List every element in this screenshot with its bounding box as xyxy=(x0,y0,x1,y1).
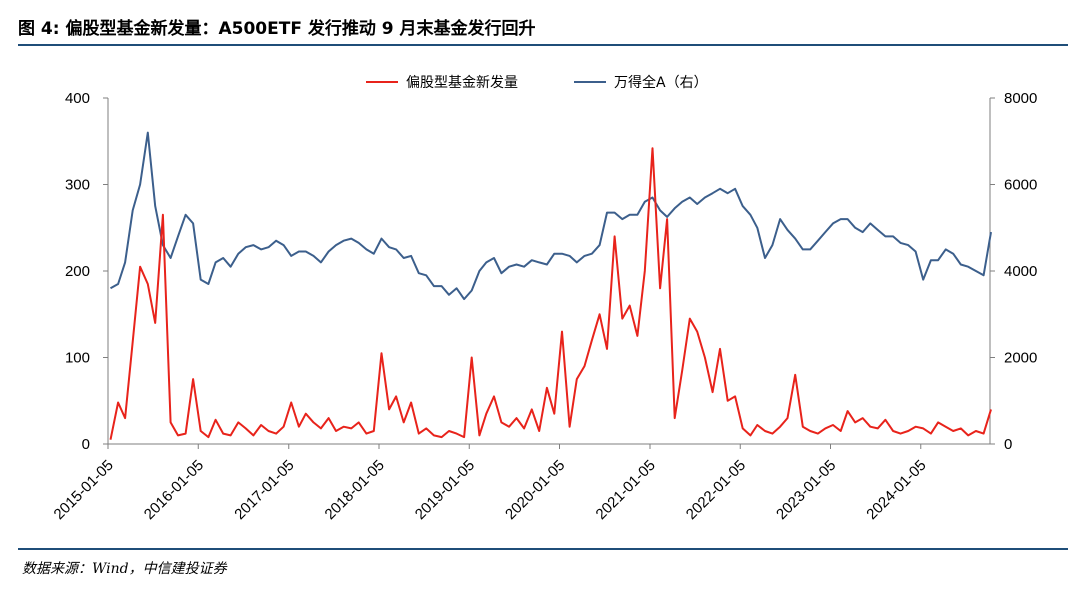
right-y-tick-label: 2000 xyxy=(1004,350,1037,367)
left-y-tick-label: 100 xyxy=(65,350,90,367)
right-y-tick-label: 6000 xyxy=(1004,177,1037,194)
x-tick-label: 2024-01-05 xyxy=(863,457,929,523)
series-layer xyxy=(109,131,992,440)
x-tick-label: 2021-01-05 xyxy=(593,457,659,523)
x-tick-label: 2022-01-05 xyxy=(683,457,749,523)
right-y-tick-label: 4000 xyxy=(1004,263,1037,280)
chart-legend: 偏股型基金新发量 万得全A（右） xyxy=(366,74,708,91)
legend-label-1: 万得全A（右） xyxy=(614,74,708,91)
x-tick-label: 2015-01-05 xyxy=(51,457,117,523)
source-divider xyxy=(18,548,1068,550)
left-y-tick-label: 300 xyxy=(65,177,90,194)
chart-ticks: 0100200300400020004000600080002015-01-05… xyxy=(51,90,1038,523)
figure-title: 图 4: 偏股型基金新发量：A500ETF 发行推动 9 月末基金发行回升 xyxy=(18,19,536,39)
right-y-tick-label: 0 xyxy=(1004,436,1012,453)
x-tick-label: 2018-01-05 xyxy=(322,457,388,523)
right-y-tick-label: 8000 xyxy=(1004,90,1037,107)
x-tick-label: 2017-01-05 xyxy=(231,457,297,523)
left-y-tick-label: 200 xyxy=(65,263,90,280)
x-tick-label: 2016-01-05 xyxy=(141,457,207,523)
x-tick-label: 2019-01-05 xyxy=(412,457,478,523)
title-divider xyxy=(18,44,1068,46)
x-tick-label: 2023-01-05 xyxy=(773,457,839,523)
series-line-0 xyxy=(109,147,992,440)
left-y-tick-label: 0 xyxy=(82,436,90,453)
source-note: 数据来源：Wind，中信建投证券 xyxy=(22,561,227,577)
left-y-tick-label: 400 xyxy=(65,90,90,107)
chart-area: 0100200300400020004000600080002015-01-05… xyxy=(51,74,1038,523)
legend-label-0: 偏股型基金新发量 xyxy=(406,74,518,91)
x-tick-label: 2020-01-05 xyxy=(502,457,568,523)
series-line-1 xyxy=(110,131,992,301)
